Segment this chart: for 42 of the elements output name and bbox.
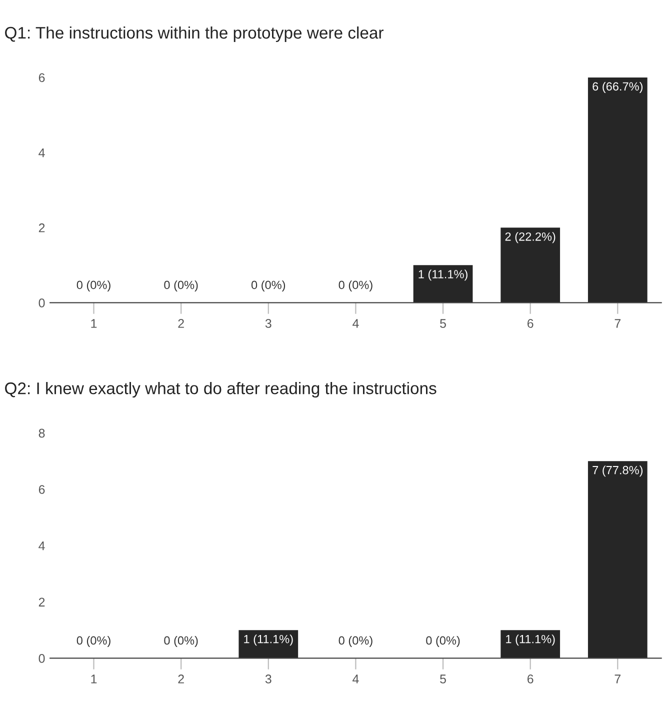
x-tick-label: 5	[440, 319, 446, 328]
x-tick-label: 7	[614, 674, 621, 684]
x-tick-label: 3	[265, 319, 272, 328]
data-label: 0 (0%)	[76, 636, 110, 647]
data-label: 0 (0%)	[164, 636, 198, 647]
data-label: 6 (66.7%)	[592, 82, 643, 93]
x-tick-label: 1	[91, 319, 97, 328]
bar	[500, 228, 560, 303]
x-tick-label: 4	[352, 674, 359, 684]
x-tick-label: 1	[91, 674, 97, 684]
x-tick-label: 3	[265, 674, 272, 684]
data-label: 0 (0%)	[251, 280, 286, 292]
data-label: 1 (11.1%)	[418, 270, 468, 281]
chart-title: Q2: I knew exactly what to do after reading the instructions	[5, 382, 436, 398]
y-tick-label: 2	[38, 598, 45, 606]
x-tick-label: 6	[528, 674, 534, 684]
y-tick-label: 6	[38, 485, 45, 494]
data-label: 0 (0%)	[338, 636, 372, 647]
y-tick-label: 0	[38, 654, 45, 663]
y-tick-label: 4	[38, 542, 45, 550]
data-label: 0 (0%)	[76, 280, 110, 292]
data-label: 7 (77.8%)	[592, 466, 643, 477]
data-label: 0 (0%)	[164, 280, 198, 292]
y-tick-label: 2	[38, 223, 45, 232]
y-tick-label: 4	[38, 148, 45, 158]
data-label: 0 (0%)	[426, 636, 460, 647]
x-tick-label: 2	[178, 319, 184, 328]
chart-title: Q1: The instructions within the prototype were clear	[5, 26, 384, 42]
data-label: 1 (11.1%)	[244, 634, 293, 646]
x-tick-label: 7	[614, 319, 621, 328]
data-label: 0 (0%)	[338, 280, 372, 292]
data-label: 2 (22.2%)	[505, 232, 556, 244]
data-label: 1 (11.1%)	[506, 634, 555, 646]
x-tick-label: 2	[178, 674, 184, 684]
y-tick-label: 0	[38, 298, 45, 308]
x-tick-label: 6	[528, 319, 534, 328]
x-tick-label: 4	[352, 319, 359, 328]
x-tick-label: 5	[440, 674, 446, 684]
y-tick-label: 6	[38, 73, 45, 82]
bar	[588, 77, 648, 303]
bar	[413, 265, 473, 303]
y-tick-label: 8	[38, 428, 45, 438]
